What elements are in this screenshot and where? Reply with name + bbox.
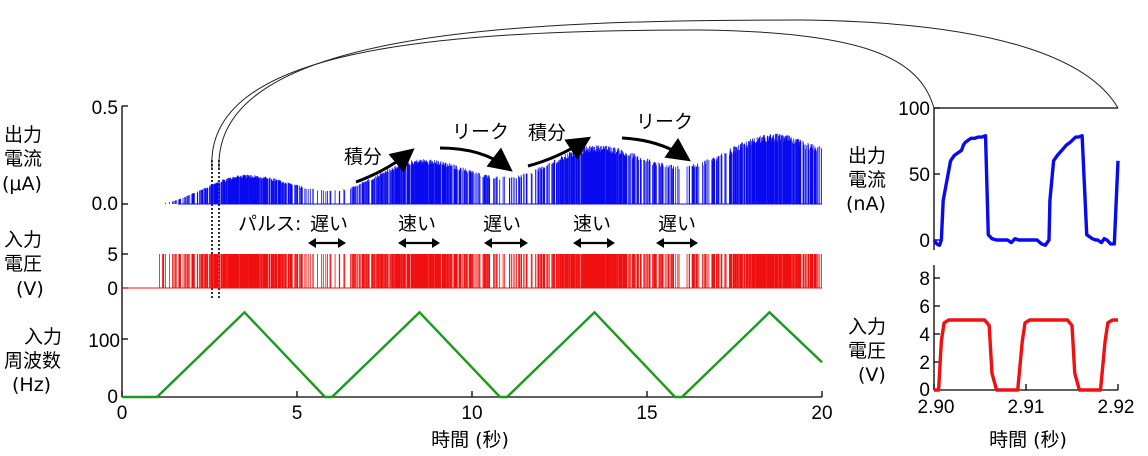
xtick-label-0: 0 (117, 403, 128, 424)
speed-arrowhead-right (338, 238, 346, 248)
zoom-voltage-ytick-2: 2 (919, 353, 930, 374)
zoom-current-ytick-0: 0 (919, 231, 930, 252)
voltage-ylabel-unit: (V) (16, 278, 44, 300)
zoom-xtick-290: 2.90 (918, 397, 955, 418)
speed-arrows (308, 238, 698, 248)
frequency-ylabel: 入力 周波数 (Hz) (4, 326, 62, 396)
xtick-label-20: 20 (811, 403, 832, 424)
integrate-leak-annotations: 積分 リーク 積分 リーク (344, 111, 693, 184)
zoom-voltage-ylabel-line1: 入力 (848, 316, 886, 338)
current-ylabel: 出力 電流 (μA) (2, 124, 42, 195)
frequency-ylabel-unit: (Hz) (12, 374, 51, 396)
zoom-current-ylabel-unit: (nA) (846, 193, 886, 215)
zoom-current-ylabel: 出力 電流 (nA) (846, 145, 886, 215)
leak-label-2: リーク (636, 111, 693, 133)
zoom-voltage-ylabel-line2: 電圧 (848, 340, 886, 362)
zoom-voltage-ytick-6: 6 (919, 297, 930, 318)
voltage-ytick-zero: 0 (107, 279, 118, 300)
speed-arrowhead-left (398, 238, 406, 248)
zoom-voltage-series (934, 318, 1118, 392)
leak-arrow-2 (621, 136, 691, 162)
zoom-connector (211, 19, 1119, 298)
speed-label-fast-2: 速い (573, 213, 611, 235)
frequency-series (122, 310, 823, 399)
integrate-arrow-1 (355, 148, 415, 184)
voltage-ylabel-line1: 入力 (4, 229, 42, 251)
integrate-arrow-2 (527, 136, 592, 168)
right-panel: 出力 電流 (nA) 入力 電圧 (V) 100 50 0 8 6 4 2 0 (846, 99, 1134, 451)
xtick-label-15: 15 (636, 403, 657, 424)
zoom-voltage-ytick-8: 8 (919, 269, 930, 290)
speed-arrowhead-left (484, 238, 492, 248)
zoom-voltage-ytick-4: 4 (919, 325, 930, 346)
frequency-ylabel-line2: 周波数 (4, 350, 61, 372)
frequency-ytick-zero: 0 (107, 387, 118, 408)
current-ylabel-line1: 出力 (4, 124, 42, 146)
speed-label-slow-2: 遅い (483, 213, 521, 235)
left-panel: 出力 電流 (μA) 入力 電圧 (V) 入力 周波数 (Hz) 0.5 0.0… (2, 98, 833, 451)
zoom-voltage-ylabel-unit: (V) (858, 364, 886, 386)
left-xlabel: 時間 (秒) (431, 429, 509, 451)
current-ylabel-line2: 電流 (4, 148, 42, 170)
zoom-current-ytick-50: 50 (909, 165, 930, 186)
integrate-label-2: 積分 (528, 122, 566, 144)
frequency-line (122, 310, 823, 399)
speed-arrowhead-left (656, 238, 664, 248)
xtick-label-10: 10 (461, 403, 482, 424)
speed-arrowhead-right (607, 238, 615, 248)
current-spikes (164, 133, 822, 205)
current-ylabel-unit: (μA) (2, 173, 42, 195)
zoom-xtick-291: 2.91 (1008, 397, 1045, 418)
voltage-ylabel: 入力 電圧 (V) (4, 229, 44, 300)
zoom-current-line (932, 134, 1120, 247)
voltage-spikes (122, 254, 822, 289)
zoom-voltage-ytick-0: 0 (919, 380, 930, 401)
speed-arrowhead-left (308, 238, 316, 248)
leak-label-1: リーク (452, 121, 509, 143)
zoom-voltage-line (934, 318, 1118, 392)
xtick-label-5: 5 (292, 403, 303, 424)
zoom-current-ytick-100: 100 (898, 99, 930, 120)
current-ytick-top: 0.5 (92, 98, 118, 119)
zoom-current-ylabel-line1: 出力 (848, 145, 886, 167)
current-ytick-zero: 0.0 (92, 194, 118, 215)
pulse-label: パルス: (238, 213, 301, 235)
speed-arrowhead-right (432, 238, 440, 248)
speed-label-fast-1: 速い (398, 213, 436, 235)
zoom-voltage-ylabel: 入力 電圧 (V) (848, 316, 886, 386)
speed-arrowhead-right (690, 238, 698, 248)
zoom-xlabel: 時間 (秒) (989, 429, 1067, 451)
leak-arrow-1 (439, 146, 513, 172)
frequency-ylabel-line1: 入力 (24, 326, 62, 348)
speed-label-slow-3: 遅い (658, 213, 696, 235)
zoom-current-ylabel-line2: 電流 (848, 169, 886, 191)
voltage-ytick-top: 5 (107, 245, 118, 266)
zoom-current-series (932, 134, 1120, 247)
integrate-label-1: 積分 (344, 146, 382, 168)
left-xticks: 0 5 10 15 20 (117, 391, 833, 424)
frequency-ytick-100: 100 (88, 331, 120, 352)
speed-arrowhead-right (520, 238, 528, 248)
zoom-xtick-292: 2.92 (1098, 397, 1135, 418)
speed-arrowhead-left (573, 238, 581, 248)
voltage-ylabel-line2: 電圧 (4, 253, 42, 275)
pulse-speed-annotations: パルス: 遅い 速い 遅い 速い 遅い (238, 213, 698, 248)
speed-label-slow-1: 遅い (310, 213, 348, 235)
